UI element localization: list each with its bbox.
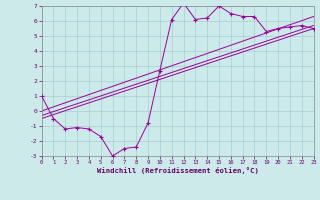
X-axis label: Windchill (Refroidissement éolien,°C): Windchill (Refroidissement éolien,°C) <box>97 167 259 174</box>
